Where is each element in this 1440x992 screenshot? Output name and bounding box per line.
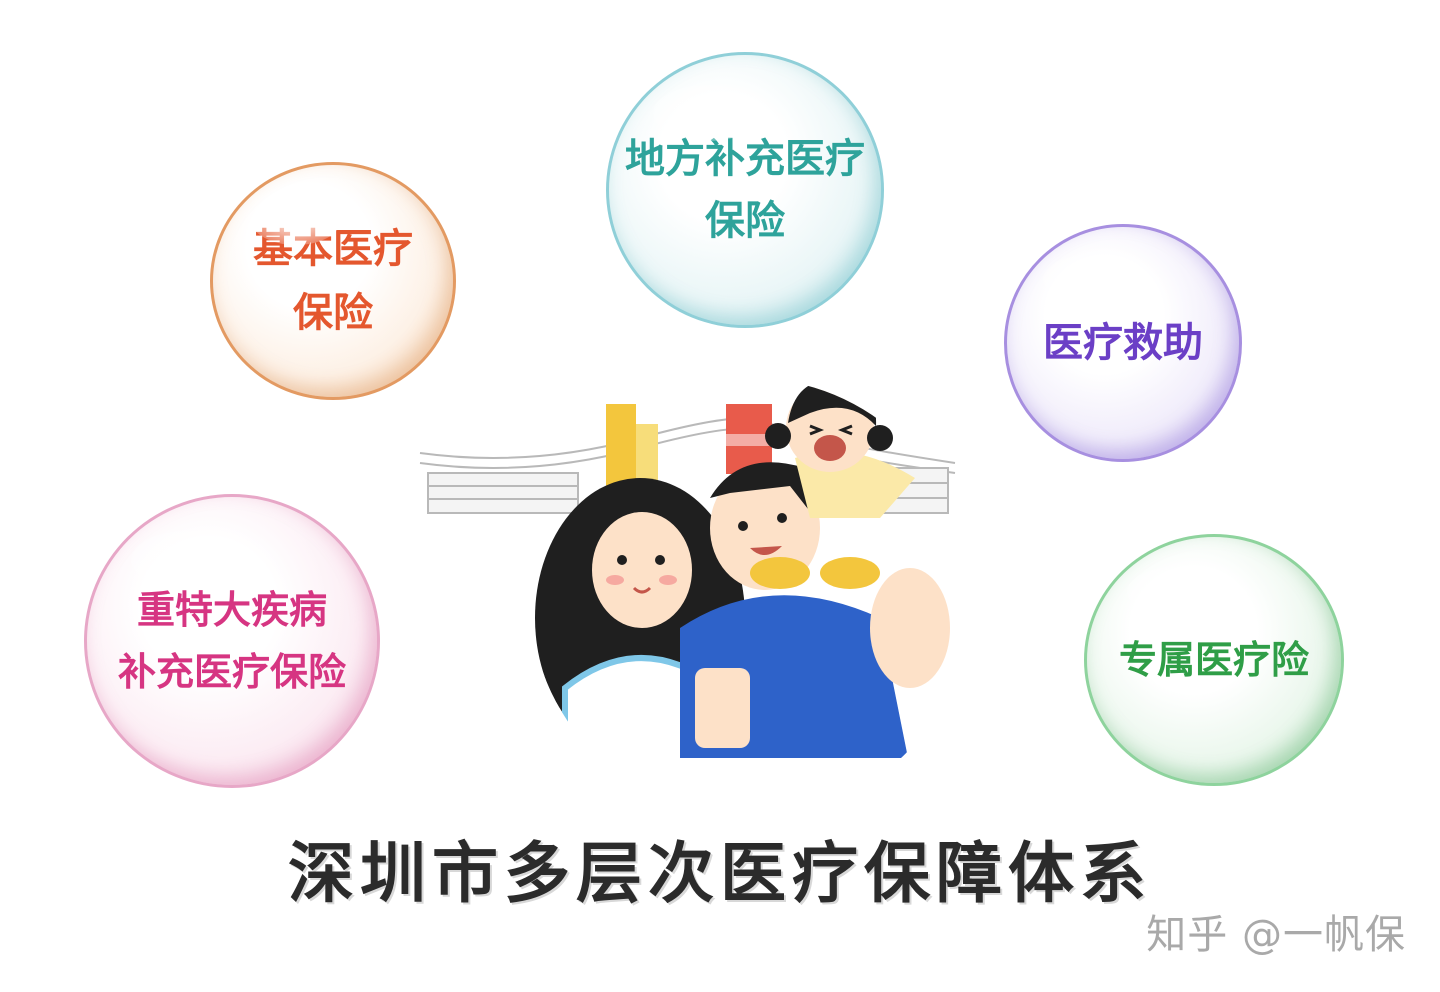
father-mouth xyxy=(750,546,782,556)
bubble-label-line1: 地方补充医疗 xyxy=(625,136,865,182)
basic-medical-insurance-bubble: 基本医疗 保险 xyxy=(210,162,456,400)
exclusive-medical-insurance-bubble: 专属医疗险 xyxy=(1084,534,1344,786)
bubble-label-line2: 保险 xyxy=(293,290,373,336)
mother-eye xyxy=(655,555,665,565)
child-eye xyxy=(809,424,825,436)
family-illustration xyxy=(419,379,956,758)
bubble-gloss xyxy=(1043,255,1133,303)
father-hand xyxy=(695,668,750,748)
father-eye xyxy=(777,513,787,523)
father-hair xyxy=(710,462,819,518)
child-shoe xyxy=(750,557,810,589)
local-supplementary-insurance-bubble: 地方补充医疗 保险 xyxy=(606,52,884,328)
child-mouth xyxy=(814,435,846,461)
bubble-label-line2: 保险 xyxy=(705,198,785,244)
family-figures xyxy=(535,379,950,758)
bubble-label-line1: 医疗救助 xyxy=(1043,320,1203,366)
father-eye xyxy=(738,521,748,531)
mother-eye xyxy=(617,555,627,565)
mother-face xyxy=(592,512,692,628)
child-shoe xyxy=(820,557,880,589)
bubble-label-line1: 专属医疗险 xyxy=(1118,638,1309,682)
medical-aid-bubble: 医疗救助 xyxy=(1004,224,1242,462)
critical-illness-insurance-bubble: 重特大疾病 补充医疗保险 xyxy=(84,494,380,788)
bubble-gloss xyxy=(1127,567,1223,617)
child-eye xyxy=(837,424,853,436)
bubble-label-line1: 基本医疗 xyxy=(253,226,413,272)
bubble-label-line2: 补充医疗保险 xyxy=(117,650,346,694)
building-stripe xyxy=(726,434,772,446)
child-hair-bun xyxy=(867,425,893,451)
page-title: 深圳市多层次医疗保障体系 xyxy=(288,835,1152,912)
mother-cheek xyxy=(659,575,677,585)
watermark: 知乎 @一帆保 xyxy=(1146,912,1406,958)
mother-cheek xyxy=(606,575,624,585)
mother-smile xyxy=(632,586,652,594)
bubble-label-line1: 重特大疾病 xyxy=(136,588,327,632)
father-arm xyxy=(870,568,950,688)
child-hair-bun xyxy=(765,423,791,449)
